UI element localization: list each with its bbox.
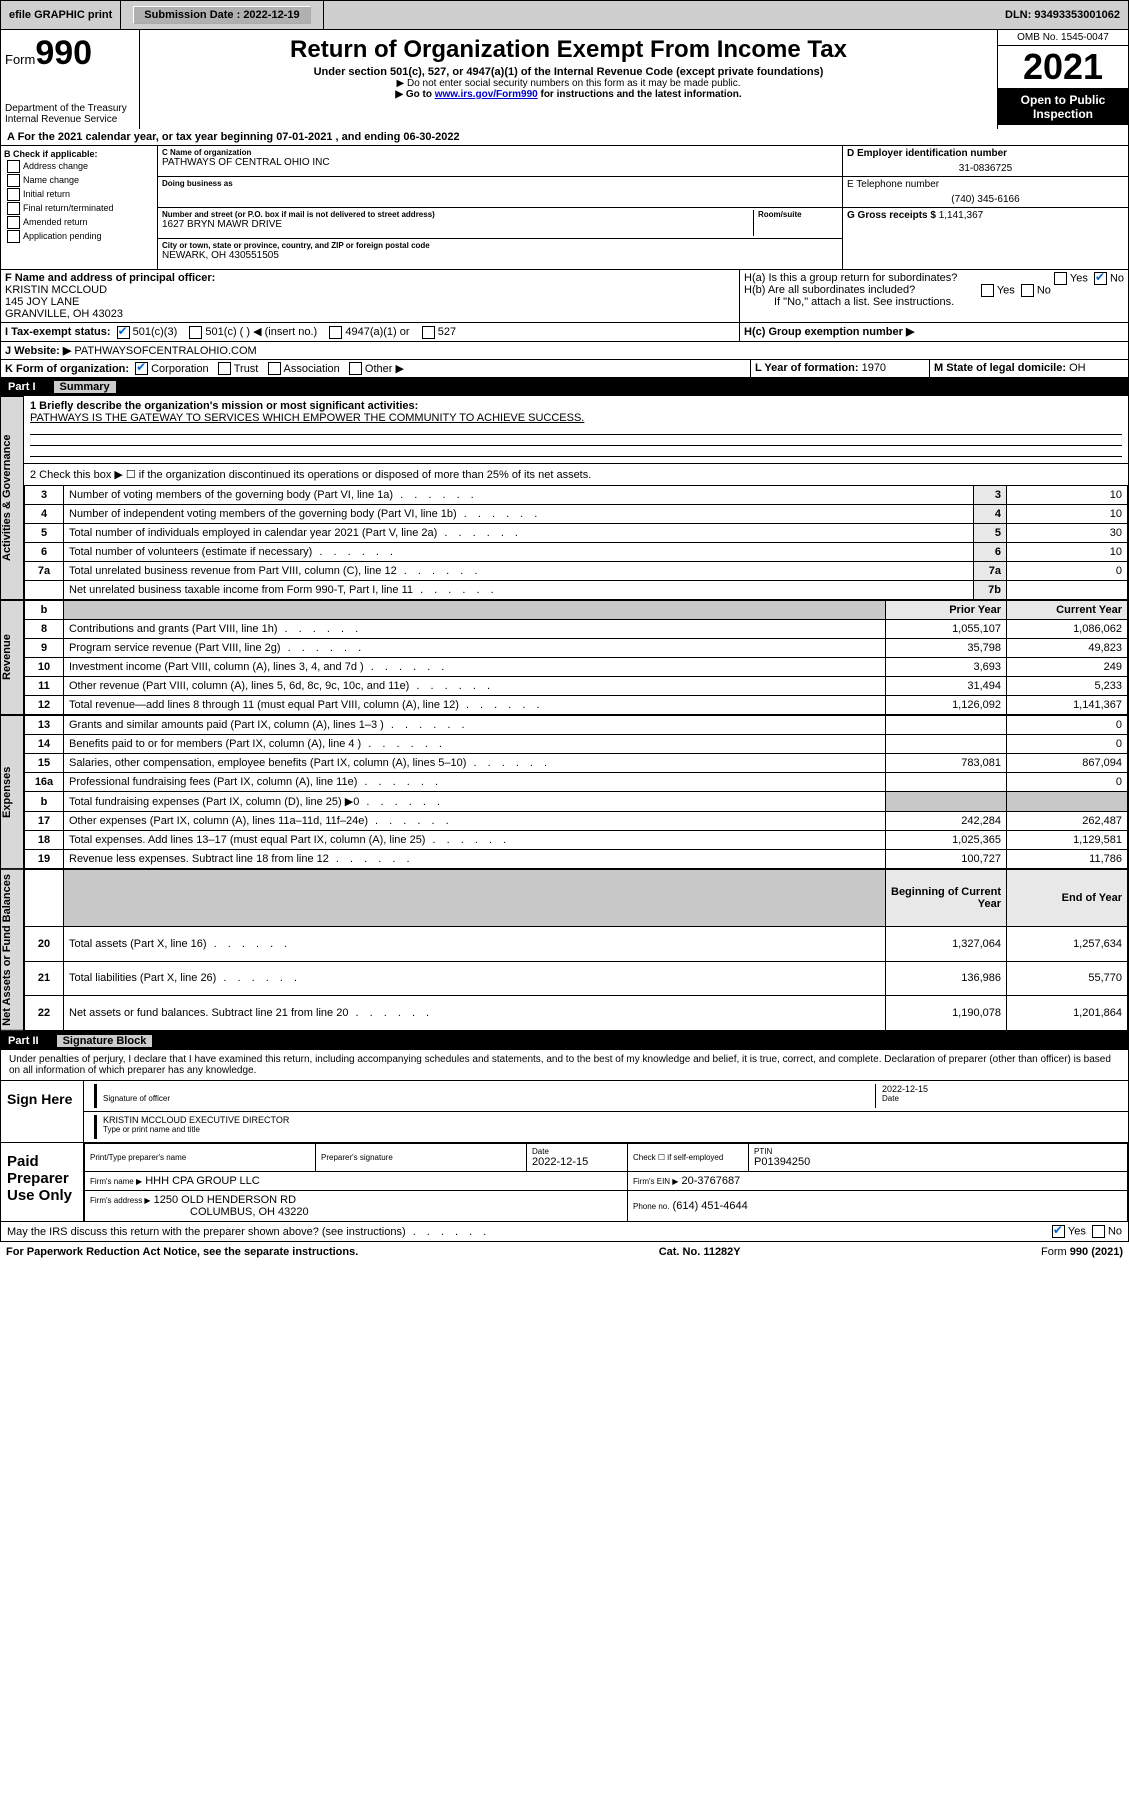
ssn-note: ▶ Do not enter social security numbers o… <box>148 78 989 89</box>
mission-text: PATHWAYS IS THE GATEWAY TO SERVICES WHIC… <box>30 412 584 424</box>
preparer-phone: (614) 451-4644 <box>673 1200 748 1212</box>
tax-period: A For the 2021 calendar year, or tax yea… <box>0 129 1129 146</box>
street-address: 1627 BRYN MAWR DRIVE <box>162 219 753 230</box>
org-name: PATHWAYS OF CENTRAL OHIO INC <box>162 157 838 168</box>
discuss-question: May the IRS discuss this return with the… <box>7 1226 490 1238</box>
officer-name: KRISTIN MCCLOUD <box>5 284 107 296</box>
goto-note: ▶ Go to www.irs.gov/Form990 for instruct… <box>148 89 989 100</box>
discuss-no[interactable] <box>1092 1225 1105 1238</box>
gross-receipts: 1,141,367 <box>939 210 984 221</box>
line-2: 2 Check this box ▶ ☐ if the organization… <box>24 464 1128 485</box>
firm-ein: 20-3767687 <box>682 1175 741 1187</box>
discuss-yes[interactable] <box>1052 1225 1065 1238</box>
dept-treasury: Department of the Treasury <box>5 103 135 114</box>
officer-name-title: KRISTIN MCCLOUD EXECUTIVE DIRECTOR <box>103 1115 1122 1125</box>
entity-block: B Check if applicable: Address change Na… <box>0 146 1129 270</box>
page-footer: For Paperwork Reduction Act Notice, see … <box>0 1242 1129 1262</box>
ein: 31-0836725 <box>847 159 1124 174</box>
side-net-assets: Net Assets or Fund Balances <box>1 869 24 1031</box>
form-title: Return of Organization Exempt From Incom… <box>148 36 989 64</box>
side-expenses: Expenses <box>1 715 24 869</box>
irs-label: Internal Revenue Service <box>5 114 135 125</box>
ptin: P01394250 <box>754 1156 1122 1168</box>
revenue-table: bPrior YearCurrent Year 8Contributions a… <box>24 600 1128 715</box>
part-1-header: Part ISummary <box>0 378 1129 396</box>
irs-link[interactable]: www.irs.gov/Form990 <box>435 89 538 100</box>
governance-table: 3Number of voting members of the governi… <box>24 485 1128 600</box>
side-revenue: Revenue <box>1 600 24 715</box>
year-formation: 1970 <box>862 362 886 374</box>
part-2-header: Part IISignature Block <box>0 1032 1129 1050</box>
col-b-checkboxes: B Check if applicable: Address change Na… <box>1 146 158 269</box>
net-assets-table: Beginning of Current YearEnd of Year 20T… <box>24 869 1128 1031</box>
city-state-zip: NEWARK, OH 430551505 <box>162 250 838 261</box>
tax-year: 2021 <box>998 46 1128 89</box>
form-number: Form990 <box>5 34 135 73</box>
website: PATHWAYSOFCENTRALOHIO.COM <box>74 345 256 357</box>
expenses-table: 13Grants and similar amounts paid (Part … <box>24 715 1128 869</box>
efile-label: efile GRAPHIC print <box>1 1 121 29</box>
topbar: efile GRAPHIC print Submission Date : 20… <box>0 0 1129 30</box>
perjury-declaration: Under penalties of perjury, I declare th… <box>1 1050 1128 1080</box>
form-subtitle: Under section 501(c), 527, or 4947(a)(1)… <box>148 66 989 78</box>
form-header: Form990 Department of the Treasury Inter… <box>0 30 1129 129</box>
sign-here-label: Sign Here <box>1 1081 84 1142</box>
open-inspection: Open to Public Inspection <box>998 89 1128 125</box>
omb-number: OMB No. 1545-0047 <box>998 30 1128 46</box>
state-domicile: OH <box>1069 362 1086 374</box>
side-governance: Activities & Governance <box>1 396 24 600</box>
submission-date-button[interactable]: Submission Date : 2022-12-19 <box>133 6 310 24</box>
firm-name: HHH CPA GROUP LLC <box>145 1175 260 1187</box>
paid-preparer-label: Paid Preparer Use Only <box>1 1143 84 1221</box>
phone: (740) 345-6166 <box>847 190 1124 205</box>
dln-label: DLN: 93493353001062 <box>997 1 1128 29</box>
